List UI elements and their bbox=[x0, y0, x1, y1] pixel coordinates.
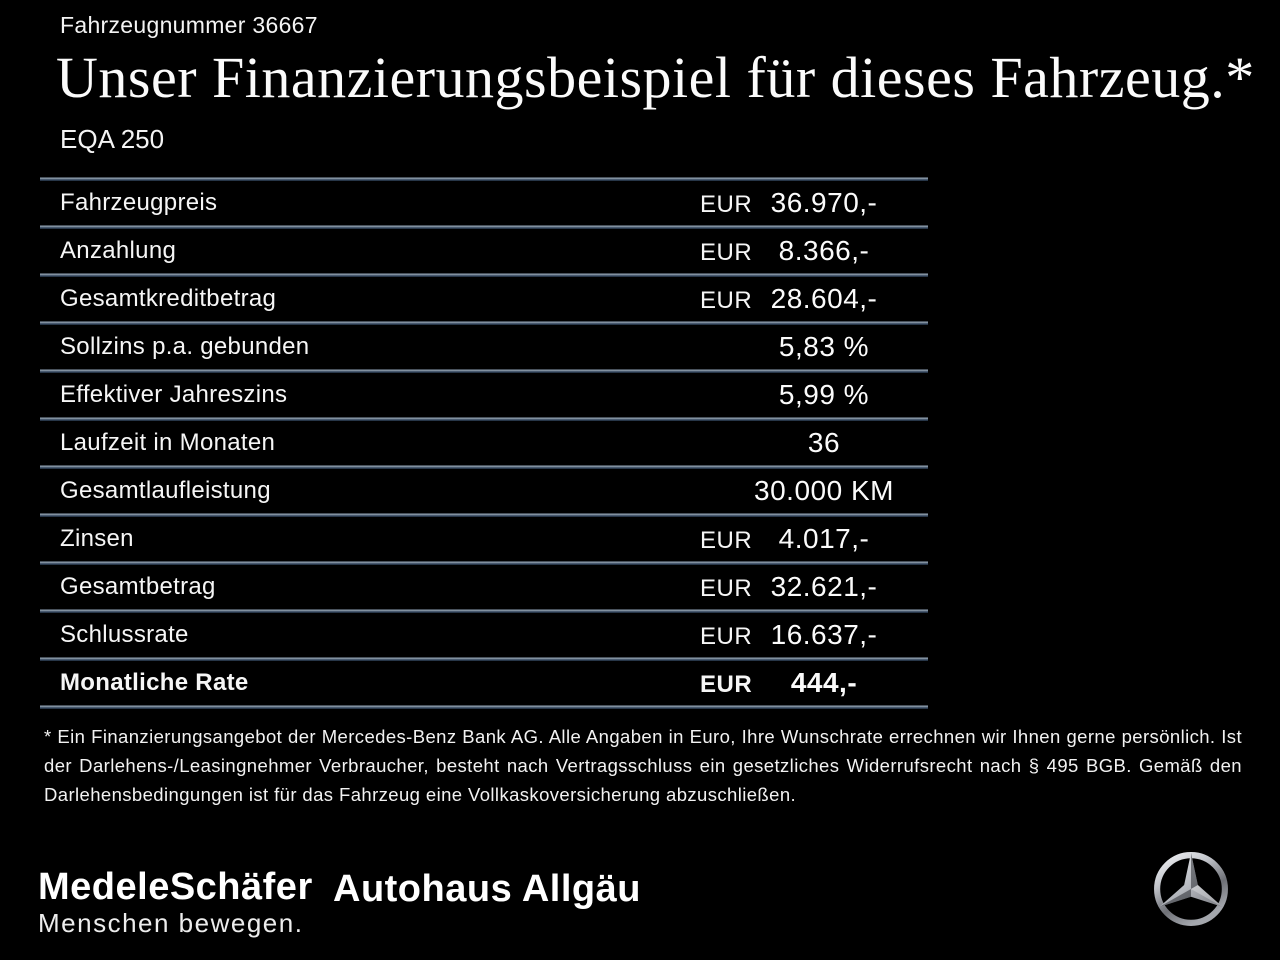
row-label: Zinsen bbox=[60, 525, 134, 552]
table-row: Anzahlung EUR 8.366,- bbox=[40, 229, 928, 273]
row-currency: EUR bbox=[700, 239, 753, 266]
dealer-logo-autohaus-allgaeu: Autohaus Allgäu bbox=[333, 868, 641, 910]
row-label: Fahrzeugpreis bbox=[60, 189, 218, 216]
table-row: Laufzeit in Monaten 36 bbox=[40, 421, 928, 465]
row-currency: EUR bbox=[700, 527, 753, 554]
row-value-group: EUR 8.366,- bbox=[700, 235, 898, 267]
row-label: Effektiver Jahreszins bbox=[60, 381, 288, 408]
row-divider bbox=[40, 417, 928, 421]
row-value-group: 5,83 % bbox=[700, 331, 898, 363]
row-value: 28.604,- bbox=[770, 283, 878, 314]
row-divider bbox=[40, 465, 928, 469]
dealer-tagline: Menschen bewegen. bbox=[38, 908, 304, 938]
row-value-group: EUR 32.621,- bbox=[700, 571, 898, 603]
row-value: 8.366,- bbox=[778, 235, 870, 266]
row-value-group: EUR 36.970,- bbox=[700, 187, 898, 219]
row-currency: EUR bbox=[700, 623, 753, 650]
row-value-group: EUR 444,- bbox=[700, 667, 898, 699]
row-label: Gesamtbetrag bbox=[60, 573, 216, 600]
row-label: Laufzeit in Monaten bbox=[60, 429, 276, 456]
row-label: Anzahlung bbox=[60, 237, 177, 264]
row-divider bbox=[40, 705, 928, 709]
row-currency: EUR bbox=[700, 191, 753, 218]
row-divider bbox=[40, 657, 928, 661]
row-label: Sollzins p.a. gebunden bbox=[60, 333, 310, 360]
table-row: Gesamtkreditbetrag EUR 28.604,- bbox=[40, 277, 928, 321]
financing-table: Fahrzeugpreis EUR 36.970,- Anzahlung EUR… bbox=[40, 177, 928, 709]
mercedes-star-icon bbox=[1147, 845, 1235, 933]
row-divider bbox=[40, 561, 928, 565]
row-value: 5,99 % bbox=[778, 379, 870, 410]
table-row: Schlussrate EUR 16.637,- bbox=[40, 613, 928, 657]
row-value: 5,83 % bbox=[778, 331, 870, 362]
row-value-group: 30.000 KM bbox=[700, 475, 898, 507]
row-label: Gesamtlaufleistung bbox=[60, 477, 271, 504]
row-currency: EUR bbox=[700, 671, 753, 698]
table-row: Gesamtbetrag EUR 32.621,- bbox=[40, 565, 928, 609]
table-row: Monatliche Rate EUR 444,- bbox=[40, 661, 928, 705]
table-row: Zinsen EUR 4.017,- bbox=[40, 517, 928, 561]
row-value: 444,- bbox=[790, 667, 858, 698]
row-divider bbox=[40, 609, 928, 613]
row-value: 4.017,- bbox=[778, 523, 870, 554]
row-divider bbox=[40, 177, 928, 181]
page-title: Unser Finanzierungsbeispiel für dieses F… bbox=[56, 45, 1255, 110]
row-value-group: 36 bbox=[700, 427, 898, 459]
row-label: Schlussrate bbox=[60, 621, 189, 648]
row-value-group: EUR 4.017,- bbox=[700, 523, 898, 555]
row-value: 30.000 KM bbox=[754, 475, 894, 506]
row-label: Monatliche Rate bbox=[60, 669, 249, 696]
row-currency: EUR bbox=[700, 287, 753, 314]
row-divider bbox=[40, 369, 928, 373]
row-divider bbox=[40, 321, 928, 325]
table-row: Sollzins p.a. gebunden 5,83 % bbox=[40, 325, 928, 369]
row-value-group: EUR 28.604,- bbox=[700, 283, 898, 315]
row-currency: EUR bbox=[700, 575, 753, 602]
table-row: Gesamtlaufleistung 30.000 KM bbox=[40, 469, 928, 513]
row-value: 32.621,- bbox=[770, 571, 878, 602]
row-divider bbox=[40, 513, 928, 517]
row-value-group: 5,99 % bbox=[700, 379, 898, 411]
row-divider bbox=[40, 273, 928, 277]
financing-footnote: * Ein Finanzierungsangebot der Mercedes-… bbox=[44, 726, 1242, 805]
row-value-group: EUR 16.637,- bbox=[700, 619, 898, 651]
dealer-logo-medeleschaefer: MedeleSchäfer bbox=[38, 866, 313, 908]
row-value: 16.637,- bbox=[770, 619, 878, 650]
table-row: Effektiver Jahreszins 5,99 % bbox=[40, 373, 928, 417]
row-divider bbox=[40, 225, 928, 229]
vehicle-number: Fahrzeugnummer 36667 bbox=[60, 12, 318, 38]
row-label: Gesamtkreditbetrag bbox=[60, 285, 277, 312]
row-value: 36.970,- bbox=[770, 187, 878, 218]
model-name: EQA 250 bbox=[60, 124, 165, 154]
table-row: Fahrzeugpreis EUR 36.970,- bbox=[40, 181, 928, 225]
row-value: 36 bbox=[807, 427, 841, 458]
